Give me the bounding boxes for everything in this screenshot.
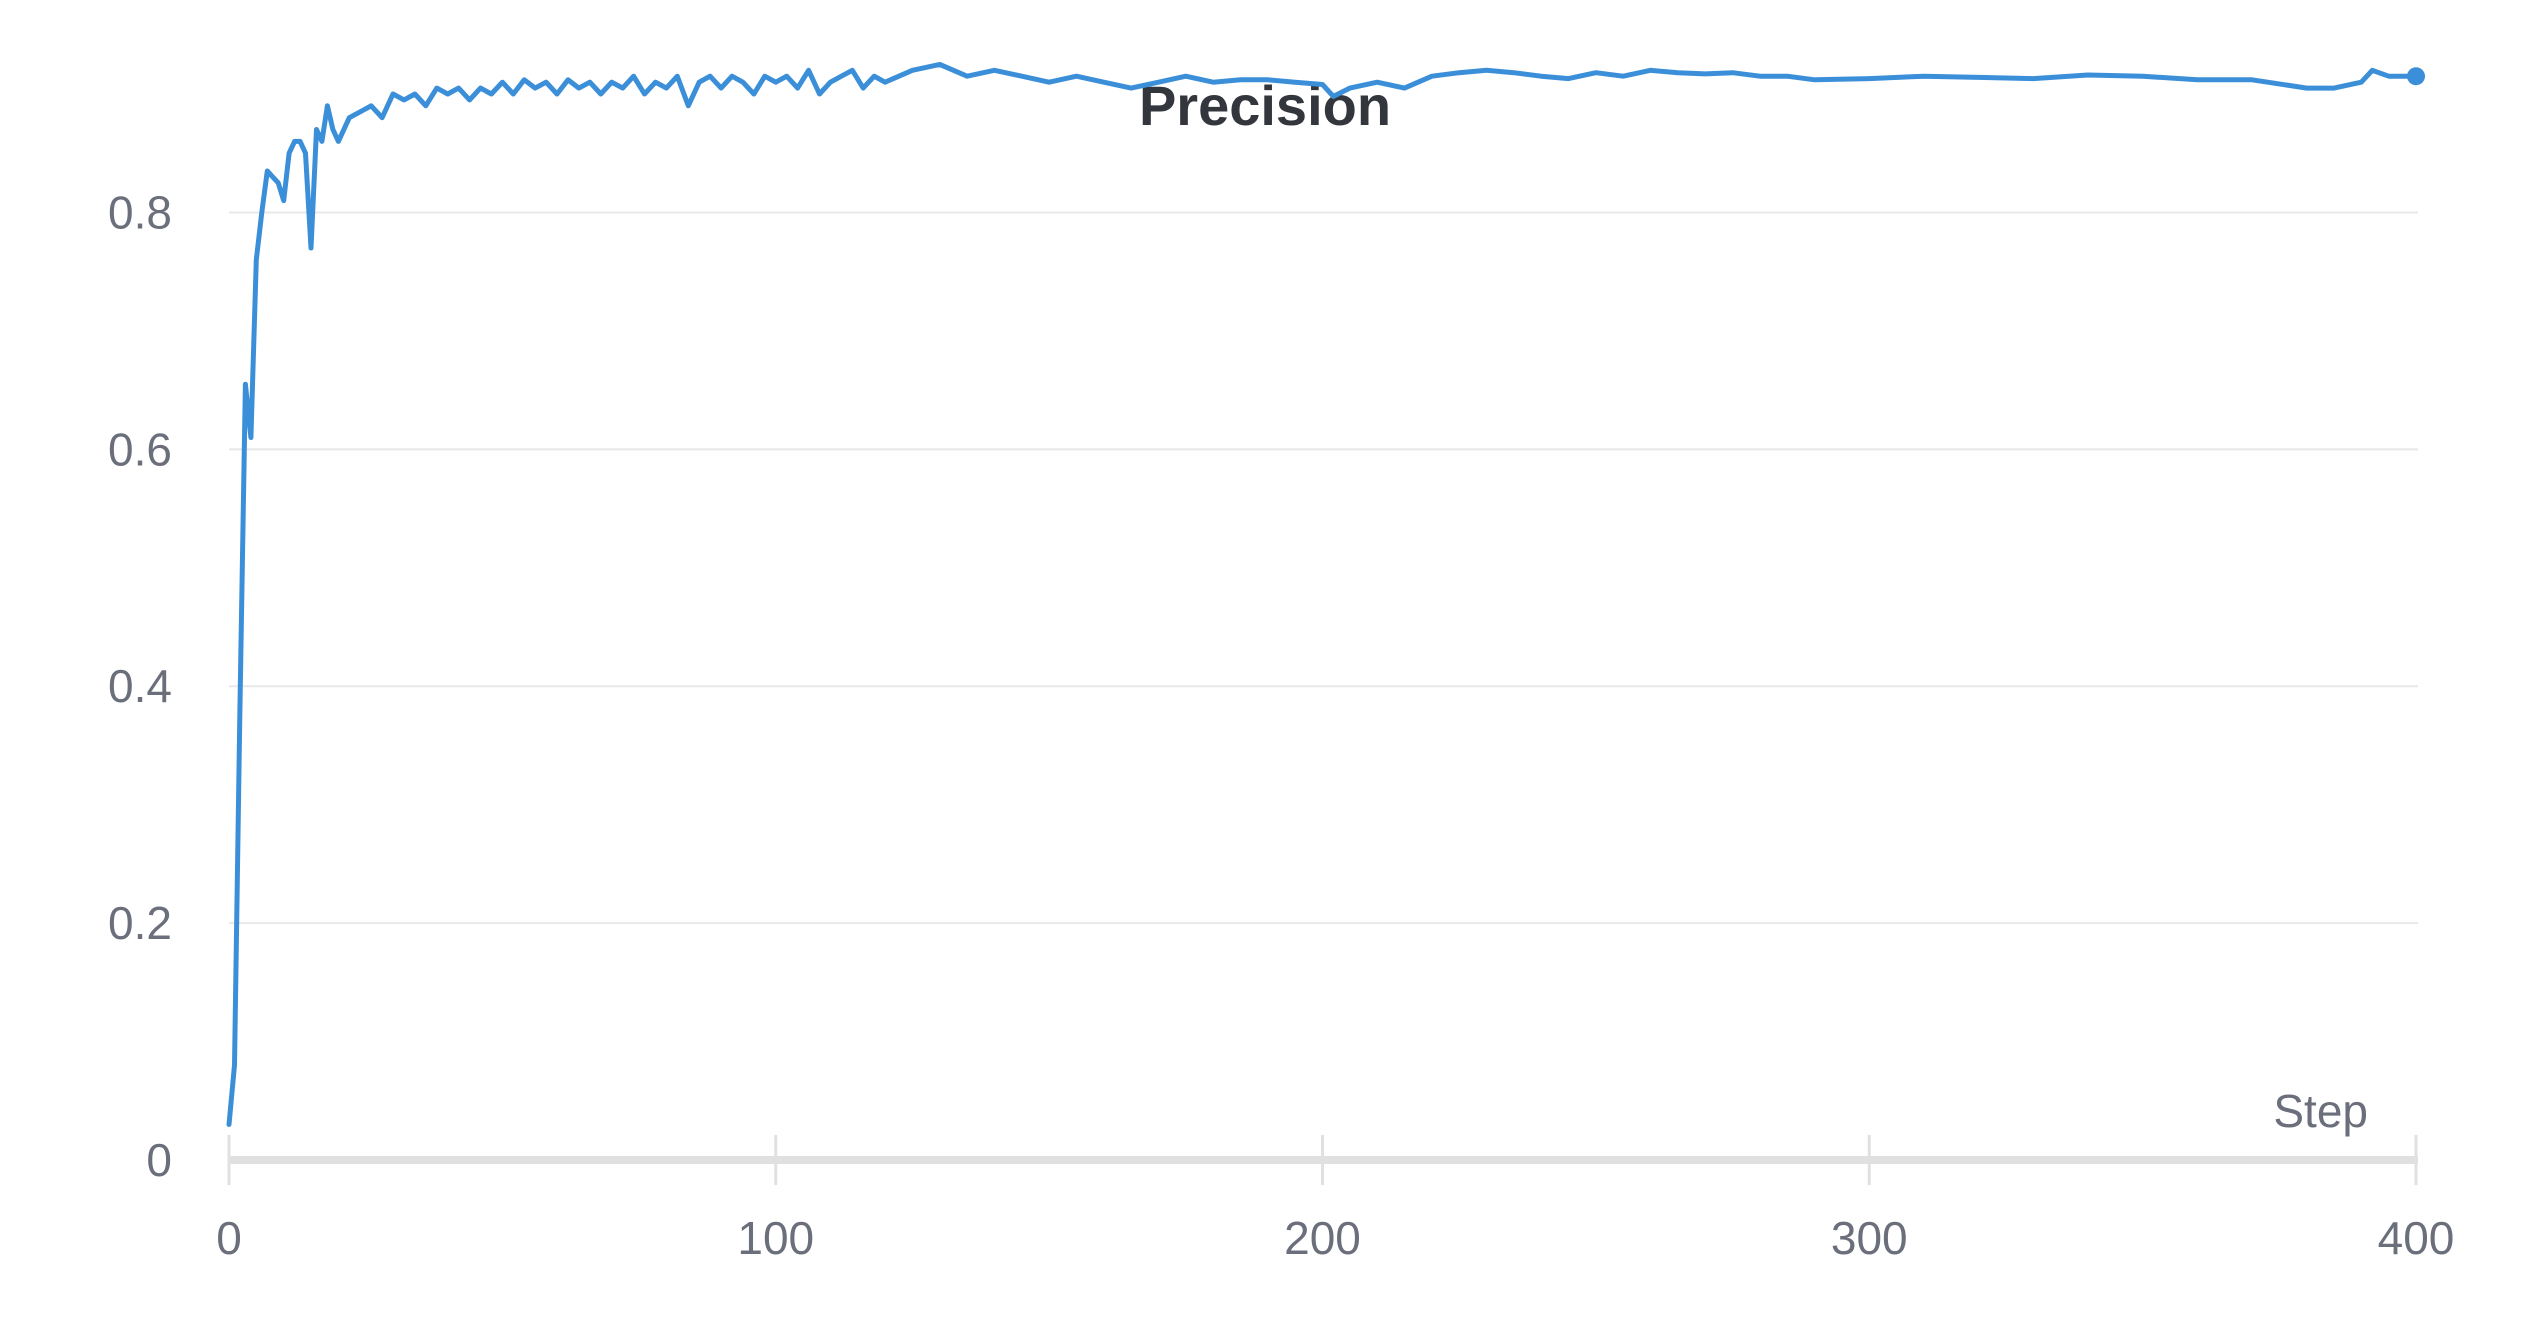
chart-title: Precision [1139,74,1391,137]
y-tick-label: 0 [146,1134,172,1186]
y-tick-label: 0.2 [108,897,172,949]
y-axis-tick-labels: 0 0.2 0.4 0.6 0.8 [108,186,172,1186]
x-tick-label: 300 [1831,1212,1908,1264]
y-tick-label: 0.6 [108,423,172,475]
x-tick-label: 200 [1284,1212,1361,1264]
x-axis-tick-labels: 0 100 200 300 400 [216,1212,2454,1264]
y-tick-label: 0.4 [108,660,172,712]
x-tick-label: 400 [2378,1212,2455,1264]
x-axis [227,1135,2418,1185]
x-tick-label: 0 [216,1212,242,1264]
series-line [226,61,2419,1127]
series-end-point [2407,67,2425,86]
grid-lines [229,211,2418,925]
y-tick-label: 0.8 [108,186,172,238]
x-axis-title: Step [2273,1085,2368,1137]
series-layer [226,61,2425,1127]
x-tick-label: 100 [737,1212,814,1264]
